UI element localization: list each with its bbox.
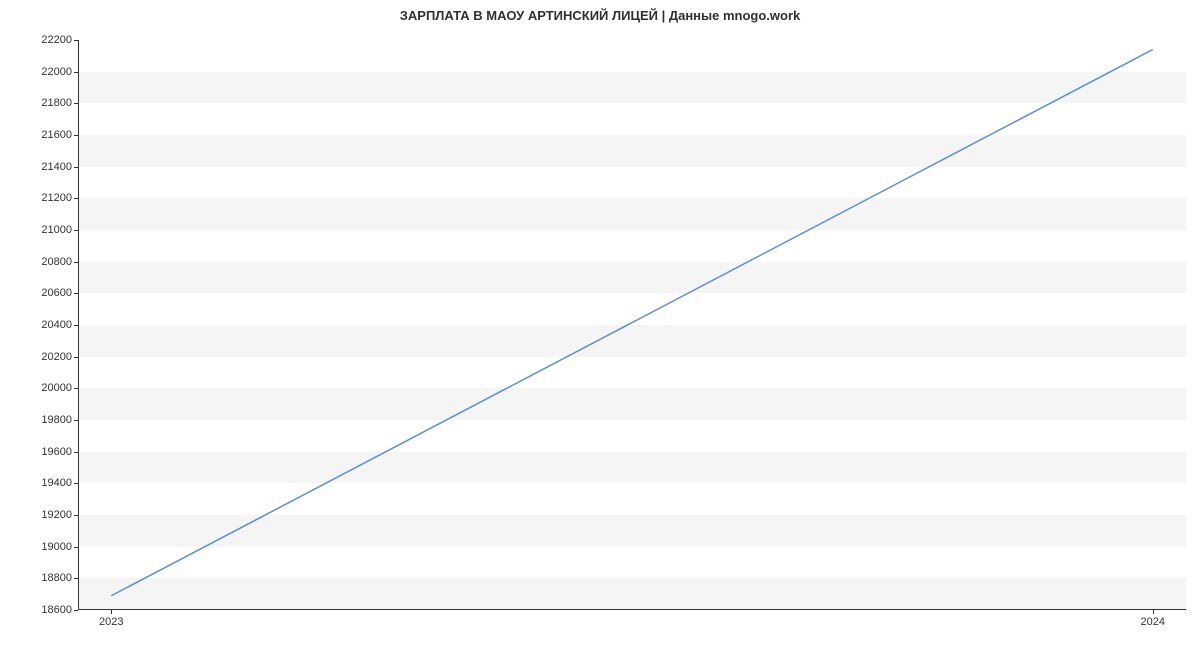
y-tick-mark [74,610,78,611]
chart-title: ЗАРПЛАТА В МАОУ АРТИНСКИЙ ЛИЦЕЙ | Данные… [0,8,1200,23]
y-tick-mark [74,547,78,548]
y-tick-label: 20400 [41,319,72,331]
y-tick-label: 18800 [41,572,72,584]
y-tick-label: 21200 [41,192,72,204]
y-tick-label: 19400 [41,477,72,489]
y-tick-mark [74,452,78,453]
y-tick-mark [74,230,78,231]
plot-area: 1860018800190001920019400196001980020000… [78,40,1186,610]
y-tick-label: 19600 [41,446,72,458]
y-tick-label: 19000 [41,541,72,553]
y-tick-label: 20800 [41,256,72,268]
series-line [111,50,1153,596]
y-tick-mark [74,293,78,294]
y-tick-mark [74,262,78,263]
y-tick-mark [74,135,78,136]
y-tick-mark [74,325,78,326]
y-tick-label: 21600 [41,129,72,141]
y-tick-label: 21800 [41,97,72,109]
y-tick-mark [74,72,78,73]
y-tick-mark [74,198,78,199]
x-tick-mark [111,610,112,614]
y-tick-label: 21400 [41,161,72,173]
x-tick-mark [1153,610,1154,614]
y-tick-label: 21000 [41,224,72,236]
y-tick-label: 20200 [41,351,72,363]
y-tick-label: 18600 [41,604,72,616]
y-tick-label: 19800 [41,414,72,426]
y-tick-mark [74,388,78,389]
y-tick-mark [74,167,78,168]
y-tick-mark [74,357,78,358]
line-layer [78,40,1186,610]
y-tick-mark [74,420,78,421]
y-tick-mark [74,515,78,516]
y-tick-mark [74,40,78,41]
y-tick-label: 19200 [41,509,72,521]
chart-container: ЗАРПЛАТА В МАОУ АРТИНСКИЙ ЛИЦЕЙ | Данные… [0,0,1200,650]
y-tick-mark [74,483,78,484]
y-tick-label: 20600 [41,287,72,299]
y-tick-label: 20000 [41,382,72,394]
y-tick-mark [74,578,78,579]
x-tick-label: 2023 [99,616,123,628]
x-tick-label: 2024 [1141,616,1165,628]
y-tick-label: 22000 [41,66,72,78]
y-tick-mark [74,103,78,104]
y-tick-label: 22200 [41,34,72,46]
